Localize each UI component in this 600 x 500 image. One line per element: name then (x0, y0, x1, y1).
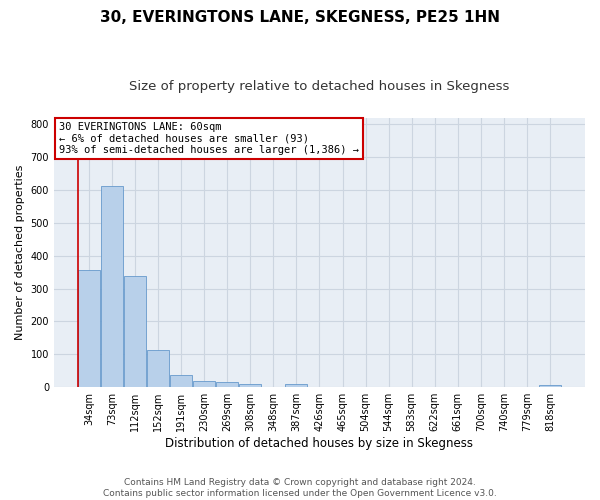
Text: Contains HM Land Registry data © Crown copyright and database right 2024.
Contai: Contains HM Land Registry data © Crown c… (103, 478, 497, 498)
Text: 30 EVERINGTONS LANE: 60sqm
← 6% of detached houses are smaller (93)
93% of semi-: 30 EVERINGTONS LANE: 60sqm ← 6% of detac… (59, 122, 359, 155)
Bar (78, 270, 100, 387)
Bar (170, 374, 192, 387)
Bar (101, 186, 123, 387)
Y-axis label: Number of detached properties: Number of detached properties (15, 165, 25, 340)
Bar (539, 384, 561, 387)
Title: Size of property relative to detached houses in Skegness: Size of property relative to detached ho… (129, 80, 509, 93)
X-axis label: Distribution of detached houses by size in Skegness: Distribution of detached houses by size … (166, 437, 473, 450)
Bar (239, 384, 261, 387)
Bar (217, 382, 238, 387)
Text: 30, EVERINGTONS LANE, SKEGNESS, PE25 1HN: 30, EVERINGTONS LANE, SKEGNESS, PE25 1HN (100, 10, 500, 25)
Bar (286, 384, 307, 387)
Bar (193, 381, 215, 387)
Bar (147, 350, 169, 387)
Bar (124, 276, 146, 387)
